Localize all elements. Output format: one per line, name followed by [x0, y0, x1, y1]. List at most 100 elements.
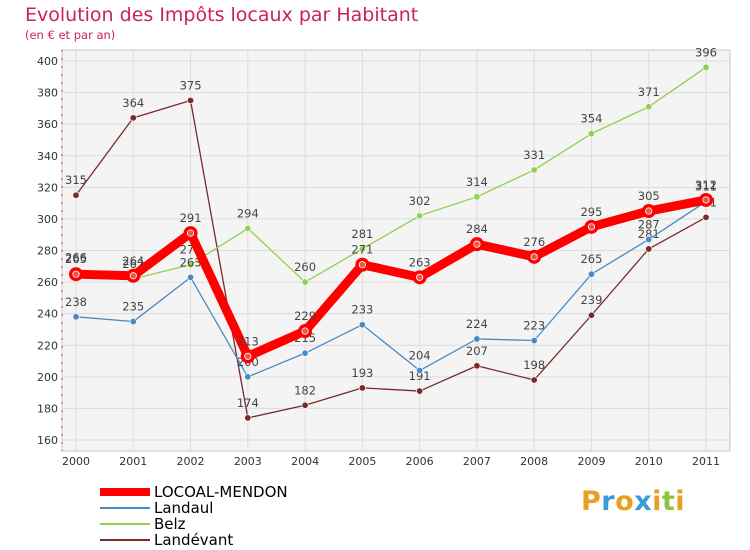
y-tick-label: 200	[37, 371, 58, 384]
data-point-belz	[530, 166, 538, 174]
x-tick-label: 2000	[62, 455, 90, 468]
logo-letter: i	[652, 486, 662, 517]
data-point-inner-locoal-mendon	[244, 352, 252, 360]
data-label-landaul: 238	[65, 295, 87, 309]
y-tick-label: 240	[37, 308, 58, 321]
data-label-landevant: 193	[351, 366, 373, 380]
data-label-locoal-mendon: 305	[638, 189, 660, 203]
data-label-locoal-mendon: 229	[294, 309, 316, 323]
data-point-inner-locoal-mendon	[72, 270, 80, 278]
series-line-belz	[75, 66, 707, 283]
logo-letter: x	[634, 486, 653, 517]
legend: LOCOAL-MENDON Landaul Belz Landévant	[100, 484, 360, 548]
x-tick-label: 2006	[406, 455, 434, 468]
chart-subtitle: (en € et par an)	[25, 28, 116, 42]
y-tick-label: 260	[37, 276, 58, 289]
data-point-landaul	[587, 270, 595, 278]
y-tick-label: 380	[37, 87, 58, 100]
data-label-landaul: 224	[466, 317, 488, 331]
data-point-inner-locoal-mendon	[416, 273, 424, 281]
data-label-belz: 314	[466, 175, 488, 189]
legend-item-landaul: Landaul	[100, 500, 360, 516]
data-label-belz: 281	[351, 227, 373, 241]
x-tick-label: 2003	[234, 455, 262, 468]
data-label-locoal-mendon: 276	[523, 235, 545, 249]
logo-letter: o	[615, 486, 635, 517]
logo-letter: t	[661, 486, 676, 517]
legend-swatch-belz	[100, 523, 150, 525]
data-label-belz: 302	[409, 194, 431, 208]
x-tick-label: 2009	[577, 455, 605, 468]
data-label-locoal-mendon: 295	[580, 205, 602, 219]
data-label-locoal-mendon: 271	[351, 243, 373, 257]
data-label-landevant: 198	[523, 358, 545, 372]
data-label-landevant: 315	[65, 173, 87, 187]
y-tick-label: 360	[37, 118, 58, 131]
data-label-belz: 260	[294, 260, 316, 274]
proxiti-logo: Proxiti	[581, 486, 685, 517]
data-point-landevant	[645, 245, 653, 253]
x-tick-label: 2008	[520, 455, 548, 468]
data-point-landevant	[72, 191, 80, 199]
data-point-landevant	[473, 362, 481, 370]
data-point-landevant	[187, 96, 195, 104]
data-label-belz: 294	[237, 206, 259, 220]
y-tick-label: 400	[37, 55, 58, 68]
data-label-landevant: 182	[294, 383, 316, 397]
data-label-landevant: 174	[237, 396, 259, 410]
logo-letter: r	[601, 486, 616, 517]
data-label-landevant: 375	[180, 78, 202, 92]
data-label-landaul: 263	[180, 255, 202, 269]
data-point-inner-locoal-mendon	[587, 223, 596, 231]
x-tick-label: 2005	[348, 455, 376, 468]
data-point-landaul	[72, 313, 80, 321]
data-label-landevant: 281	[638, 227, 660, 241]
data-point-belz	[587, 130, 595, 138]
legend-label-locoal-mendon: LOCOAL-MENDON	[154, 483, 288, 501]
legend-item-belz: Belz	[100, 516, 360, 532]
data-label-locoal-mendon: 265	[65, 252, 87, 266]
y-tick-label: 280	[37, 245, 58, 258]
data-label-locoal-mendon: 312	[695, 178, 717, 192]
data-point-inner-locoal-mendon	[473, 240, 481, 248]
data-point-landevant	[702, 213, 710, 221]
legend-swatch-landevant	[100, 539, 150, 541]
data-point-landaul	[358, 321, 366, 329]
data-point-belz	[187, 261, 195, 269]
data-label-landevant: 191	[409, 369, 431, 383]
data-label-landaul: 287	[638, 217, 660, 231]
x-tick-label: 2001	[119, 455, 147, 468]
logo-letter: P	[581, 486, 602, 517]
x-tick-label: 2010	[635, 455, 663, 468]
data-label-landevant: 239	[580, 293, 602, 307]
data-label-belz: 371	[638, 85, 660, 99]
data-label-belz: 396	[695, 45, 717, 59]
legend-swatch-locoal-mendon	[100, 488, 150, 496]
data-label-belz: 266	[65, 251, 87, 265]
data-point-landaul	[301, 349, 309, 357]
data-label-landaul: 204	[409, 349, 431, 363]
series-line-landaul	[75, 200, 707, 378]
data-point-belz	[244, 224, 252, 232]
data-label-belz: 331	[523, 148, 545, 162]
data-point-landevant	[244, 414, 252, 422]
data-point-inner-locoal-mendon	[186, 229, 195, 237]
data-point-belz	[645, 103, 653, 111]
data-point-landaul	[129, 318, 137, 326]
data-label-belz: 354	[580, 112, 602, 126]
y-tick-label: 180	[37, 402, 58, 415]
data-point-belz	[416, 212, 424, 220]
data-point-inner-locoal-mendon	[301, 327, 309, 335]
data-label-landaul: 311	[695, 180, 717, 194]
data-label-landevant: 364	[122, 96, 144, 110]
data-point-landevant	[301, 401, 309, 409]
x-tick-label: 2004	[291, 455, 319, 468]
logo-letter: i	[675, 486, 686, 517]
legend-label-belz: Belz	[154, 515, 186, 533]
data-point-inner-locoal-mendon	[645, 207, 653, 215]
legend-label-landaul: Landaul	[154, 499, 214, 517]
legend-swatch-landaul	[100, 507, 150, 509]
data-point-landevant	[530, 376, 538, 384]
x-tick-label: 2011	[692, 455, 720, 468]
data-label-landaul: 265	[580, 252, 602, 266]
